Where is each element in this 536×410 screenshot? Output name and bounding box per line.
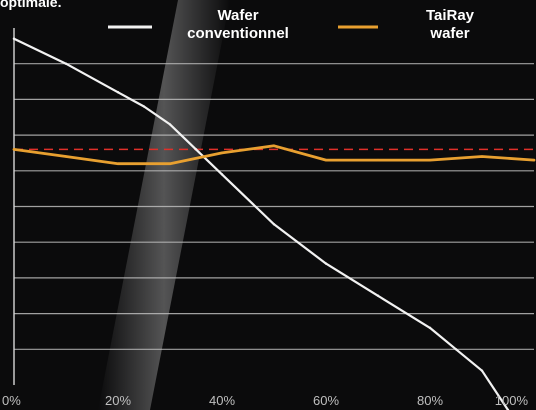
series-1-point-5 bbox=[272, 144, 276, 148]
series-1-point-6 bbox=[324, 158, 328, 162]
x-tick-label-4: 80% bbox=[417, 393, 443, 408]
series-0-point-3 bbox=[142, 105, 146, 108]
series-0-point-4 bbox=[168, 123, 172, 126]
x-tick-label-3: 60% bbox=[313, 393, 339, 408]
glare-band bbox=[98, 0, 230, 410]
series-1-point-2 bbox=[116, 162, 120, 165]
x-tick-label-1: 20% bbox=[105, 393, 131, 408]
series-line-1 bbox=[12, 144, 536, 166]
x-tick-label-0: 0% bbox=[2, 393, 21, 408]
series-0-point-2 bbox=[116, 91, 120, 94]
series-line-0 bbox=[12, 37, 510, 410]
legend-label-tairay-wafer: TaiRay wafer bbox=[425, 7, 475, 42]
series-1-point-4 bbox=[220, 151, 224, 155]
series-0-point-6 bbox=[220, 173, 224, 176]
series-0-point-0 bbox=[12, 37, 16, 40]
series-1-point-10 bbox=[532, 158, 536, 162]
corner-text: optimale. bbox=[0, 0, 62, 10]
legend-label-wafer-conventionnel: Wafer conventionnel bbox=[187, 7, 289, 42]
grid bbox=[14, 63, 534, 350]
series-0-point-1 bbox=[64, 62, 68, 65]
series-1-point-8 bbox=[428, 158, 432, 162]
x-tick-label-2: 40% bbox=[209, 393, 235, 408]
series-0-point-11 bbox=[454, 348, 458, 351]
x-tick-label-5: 100% bbox=[495, 393, 529, 408]
series-1-point-7 bbox=[376, 158, 380, 162]
series-0-point-10 bbox=[428, 326, 432, 330]
series-1-point-3 bbox=[168, 162, 172, 165]
series-0-point-8 bbox=[324, 262, 328, 265]
series-1-point-0 bbox=[12, 148, 16, 151]
series-0-point-7 bbox=[272, 223, 276, 226]
series-1-point-9 bbox=[480, 155, 484, 158]
series-0-point-5 bbox=[194, 148, 198, 151]
series-0-point-9 bbox=[376, 294, 380, 297]
series-1-point-1 bbox=[64, 155, 68, 158]
series bbox=[12, 37, 536, 410]
series-0-point-12 bbox=[480, 369, 484, 372]
x-tick-labels: 0% 20% 40% 60% 80% 100% bbox=[2, 393, 528, 408]
